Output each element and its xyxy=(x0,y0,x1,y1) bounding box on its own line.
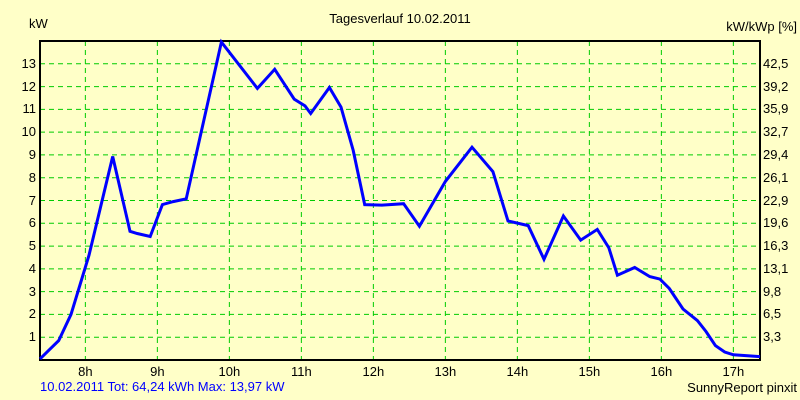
y-tick-right: 39,2 xyxy=(763,78,789,94)
x-tick-hour: 15h xyxy=(578,364,601,379)
y-tick-right: 6,5 xyxy=(763,306,782,322)
chart-title: Tagesverlauf 10.02.2011 xyxy=(329,11,471,26)
gridlines xyxy=(40,41,760,360)
y-tick-left: 3 xyxy=(28,283,36,299)
y-tick-right: 32,7 xyxy=(763,124,789,140)
footer-credit: SunnyReport pinxit xyxy=(687,380,797,395)
x-tick-hour: 16h xyxy=(650,364,673,379)
y-tick-left: 11 xyxy=(22,101,37,117)
y-tick-right: 22,9 xyxy=(763,192,789,208)
x-tick-hour: 10h xyxy=(218,364,241,379)
y-tick-left: 4 xyxy=(28,260,36,276)
x-tick-hour: 11h xyxy=(290,364,312,379)
y-tick-left: 7 xyxy=(28,192,36,208)
power-series-line xyxy=(38,38,761,360)
y-tick-right: 29,4 xyxy=(763,146,789,162)
y-tick-right: 35,9 xyxy=(763,101,789,117)
y-tick-right: 26,1 xyxy=(763,169,789,185)
x-tick-hour: 8h xyxy=(78,364,93,379)
y-tick-right: 16,3 xyxy=(763,238,789,254)
plot-frame xyxy=(39,40,761,361)
y-tick-right: 19,6 xyxy=(763,215,789,231)
y-tick-left: 12 xyxy=(21,78,36,94)
y-tick-left: 5 xyxy=(28,238,36,254)
y-tick-left: 1 xyxy=(28,329,36,345)
y-tick-right: 9,8 xyxy=(763,283,782,299)
x-tick-hour: 12h xyxy=(362,364,385,379)
y-tick-left: 2 xyxy=(28,306,36,322)
left-axis-unit-label: kW xyxy=(29,16,48,31)
y-tick-left: 9 xyxy=(28,146,36,162)
y-tick-left: 10 xyxy=(21,124,36,140)
x-tick-hour: 14h xyxy=(506,364,529,379)
y-tick-left: 13 xyxy=(21,55,36,71)
x-tick-hour: 9h xyxy=(150,364,165,379)
y-tick-right: 13,1 xyxy=(763,260,789,276)
x-tick-hour: 13h xyxy=(434,364,457,379)
right-axis-unit-label: kW/kWp [%] xyxy=(726,19,797,34)
y-tick-right: 3,3 xyxy=(763,329,782,345)
y-tick-right: 42,5 xyxy=(763,55,789,71)
y-tick-left: 6 xyxy=(28,215,36,231)
footer-summary: 10.02.2011 Tot: 64,24 kWh Max: 13,97 kW xyxy=(40,379,285,394)
y-tick-left: 8 xyxy=(28,169,36,185)
x-tick-hour: 17h xyxy=(722,364,745,379)
